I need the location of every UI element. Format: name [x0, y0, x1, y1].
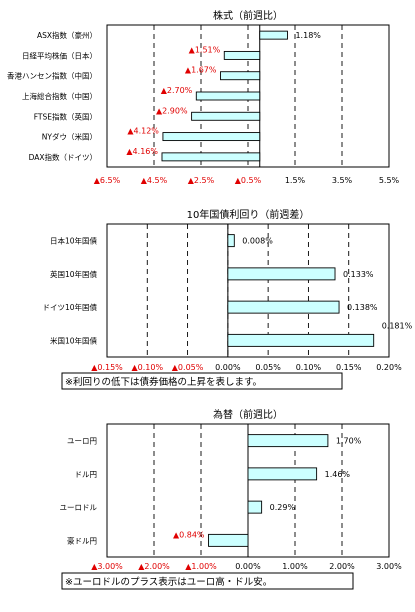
- category-label: NYダウ（米国）: [42, 132, 97, 142]
- category-label: ASX指数（豪州）: [37, 30, 97, 40]
- chart-title: 10年国債利回り（前週差）: [187, 208, 310, 221]
- tick-label: 5.5%: [379, 176, 400, 185]
- category-label: ユーロドル: [60, 503, 98, 512]
- bar: [227, 300, 340, 314]
- bar: [227, 333, 375, 347]
- data-label: 0.008%: [242, 237, 273, 246]
- data-label: ▲2.90%: [156, 106, 188, 115]
- category-label: 豪ドル円: [67, 535, 97, 545]
- tick-label: ▲2.5%: [188, 176, 215, 185]
- tick-label: ▲3.00%: [91, 562, 123, 571]
- bar: [227, 234, 235, 248]
- chart-title: 株式（前週比）: [213, 9, 283, 22]
- category-label: 上海総合指数（中国）: [22, 91, 97, 101]
- data-label: 0.181%: [382, 321, 413, 330]
- tick-label: ▲6.5%: [94, 176, 121, 185]
- data-label: 0.133%: [343, 270, 374, 279]
- note-text: ※ユーロドルのプラス表示はユーロ高・ドル安。: [65, 576, 272, 588]
- chart-2: 10年国債利回り（前週差） 日本10年国債 0.008% 英国10年国債 0.133% ド…: [42, 208, 413, 390]
- bar: [191, 111, 261, 121]
- data-label: ▲4.16%: [126, 147, 158, 156]
- data-label: ▲2.70%: [161, 86, 193, 95]
- note-text: ※利回りの低下は債券価格の上昇を表します。: [65, 376, 262, 388]
- bar: [195, 91, 261, 101]
- data-label: 0.138%: [347, 303, 378, 312]
- bar: [259, 30, 288, 40]
- bar: [208, 533, 249, 547]
- tick-label: 1.5%: [285, 176, 306, 185]
- tick-label: 3.00%: [376, 562, 402, 571]
- tick-label: ▲0.05%: [172, 363, 204, 372]
- tick-label: ▲1.00%: [185, 562, 217, 571]
- bar: [220, 71, 261, 81]
- note-box: [61, 372, 343, 390]
- bar: [227, 267, 336, 281]
- tick-label: ▲4.5%: [141, 176, 168, 185]
- tick-label: 0.10%: [296, 363, 322, 372]
- data-label: 1.18%: [295, 31, 321, 40]
- note-box: [61, 572, 354, 590]
- tick-label: 0.05%: [255, 363, 281, 372]
- tick-label: ▲0.10%: [131, 363, 163, 372]
- category-label: 日経平均株価（日本）: [22, 50, 97, 60]
- category-label: ユーロ円: [67, 437, 97, 446]
- chart-3: 為替（前週比） ユーロ円 1.70% ドル円 1.46% ユーロドル 0.29% 豪ドル円 ▲0…: [60, 408, 402, 590]
- category-label: 日本10年国債: [50, 236, 98, 246]
- category-label: 米国10年国債: [50, 335, 98, 345]
- data-label: ▲4.12%: [127, 127, 159, 136]
- category-label: ドル円: [75, 470, 98, 479]
- category-label: ドイツ10年国債: [42, 302, 97, 312]
- plot-area: [106, 223, 390, 358]
- chart-title: 為替（前週比）: [213, 408, 283, 421]
- bar: [162, 132, 261, 142]
- bar: [247, 434, 329, 448]
- data-label: ▲0.84%: [173, 530, 205, 539]
- tick-label: 0.00%: [215, 363, 241, 372]
- tick-label: ▲0.5%: [235, 176, 262, 185]
- chart-1: 株式（前週比） ASX指数（豪州） 1.18% 日経平均株価（日本） ▲1.51% 香港ハ…: [7, 9, 400, 185]
- bar: [161, 152, 261, 162]
- category-label: FTSE指数（英国）: [34, 111, 97, 121]
- bar: [223, 50, 261, 60]
- tick-label: 2.00%: [329, 562, 355, 571]
- tick-label: 0.15%: [336, 363, 362, 372]
- tick-label: 3.5%: [332, 176, 353, 185]
- tick-label: ▲2.00%: [138, 562, 170, 571]
- data-label: ▲1.51%: [189, 45, 221, 54]
- tick-label: 0.00%: [235, 562, 261, 571]
- data-label: 1.70%: [336, 437, 362, 446]
- data-label: 0.29%: [270, 503, 296, 512]
- tick-label: 1.00%: [282, 562, 308, 571]
- data-label: 1.46%: [325, 470, 351, 479]
- bar: [247, 467, 318, 481]
- tick-label: 0.20%: [376, 363, 402, 372]
- tick-label: ▲0.15%: [91, 363, 123, 372]
- category-label: DAX指数（ドイツ）: [29, 152, 97, 162]
- category-label: 香港ハンセン指数（中国）: [7, 71, 97, 81]
- bar: [247, 500, 263, 514]
- category-label: 英国10年国債: [50, 269, 98, 279]
- data-label: ▲1.67%: [185, 66, 217, 75]
